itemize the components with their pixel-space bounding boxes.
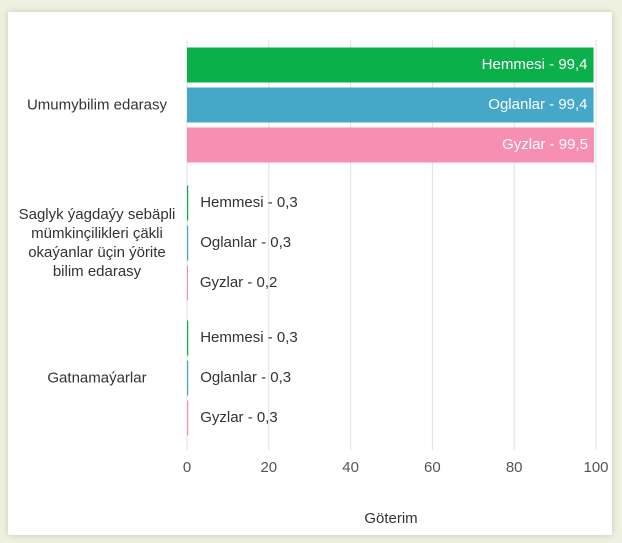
x-tick-label: 40 <box>342 459 359 476</box>
bar <box>187 185 189 221</box>
bar <box>187 360 189 396</box>
bar <box>187 225 189 261</box>
value-label: Oglanlar - 0,3 <box>200 369 291 386</box>
value-label: Gyzlar - 99,5 <box>502 136 588 153</box>
x-tick-label: 60 <box>424 459 441 476</box>
x-tick-label: 0 <box>183 459 191 476</box>
x-axis-title: Göterim <box>364 510 417 527</box>
value-label: Hemmesi - 0,3 <box>200 329 298 346</box>
bar <box>187 400 189 436</box>
value-label: Hemmesi - 0,3 <box>200 194 298 211</box>
category-label: Saglyk ýagdaýy sebäpli mümkinçilikleri ç… <box>18 206 176 280</box>
bar <box>187 47 594 83</box>
value-label: Gyzlar - 0,2 <box>200 274 278 291</box>
value-label: Oglanlar - 0,3 <box>200 234 291 251</box>
value-label: Gyzlar - 0,3 <box>200 409 278 426</box>
bar <box>187 265 188 301</box>
x-tick-label: 100 <box>583 459 608 476</box>
bar <box>187 87 594 123</box>
x-tick-label: 80 <box>506 459 523 476</box>
category-label: Umumybilim edarasy <box>26 96 168 114</box>
bar <box>187 320 189 356</box>
category-label: Gatnamaýarlar <box>47 369 147 387</box>
bar <box>187 127 594 163</box>
value-label: Oglanlar - 99,4 <box>488 96 587 113</box>
value-label: Hemmesi - 99,4 <box>482 56 588 73</box>
x-tick-label: 20 <box>260 459 277 476</box>
